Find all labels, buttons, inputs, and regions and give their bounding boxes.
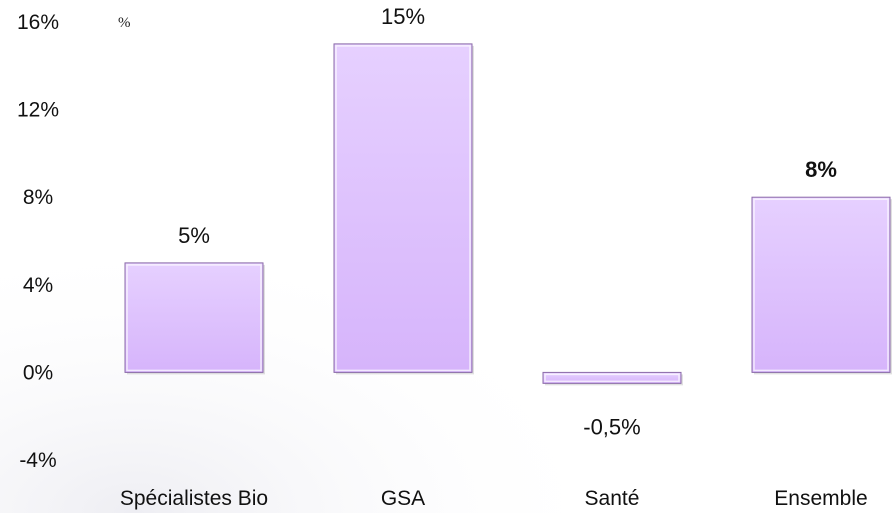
category-label: Santé: [585, 487, 640, 510]
data-label: 15%: [381, 4, 425, 29]
y-tick-label: 0%: [23, 361, 53, 384]
data-label: 8%: [805, 157, 837, 182]
bar-bevel: [544, 373, 680, 383]
category-label: GSA: [381, 487, 425, 510]
y-axis-tick-labels: 16% 12% 8% 4% 0% -4%: [17, 11, 59, 472]
bar-bevel: [126, 264, 262, 372]
data-label: 5%: [178, 223, 210, 248]
bar: [124, 262, 265, 375]
data-label: -0,5%: [583, 414, 640, 439]
category-label: Ensemble: [774, 487, 867, 510]
category-label: Spécialistes Bio: [120, 487, 268, 510]
unit-label: %: [118, 15, 131, 31]
y-tick-label: 4%: [23, 274, 53, 297]
y-tick-label: 8%: [23, 186, 53, 209]
bars: [124, 43, 892, 386]
data-labels: 5% 15% -0,5% 8%: [178, 4, 837, 439]
y-tick-label: -4%: [19, 449, 56, 472]
bar-bevel: [753, 198, 889, 372]
bar-body: [333, 43, 473, 373]
y-tick-label: 12%: [17, 99, 59, 122]
bar-body: [751, 196, 891, 373]
bar: [751, 196, 892, 375]
bar: [333, 43, 474, 375]
bar-body: [124, 262, 264, 373]
y-tick-label: 16%: [17, 11, 59, 34]
bar-body: [542, 371, 682, 384]
category-labels: Spécialistes Bio GSA Santé Ensemble: [120, 487, 868, 510]
bar: [542, 371, 683, 386]
bar-bevel: [335, 45, 471, 372]
